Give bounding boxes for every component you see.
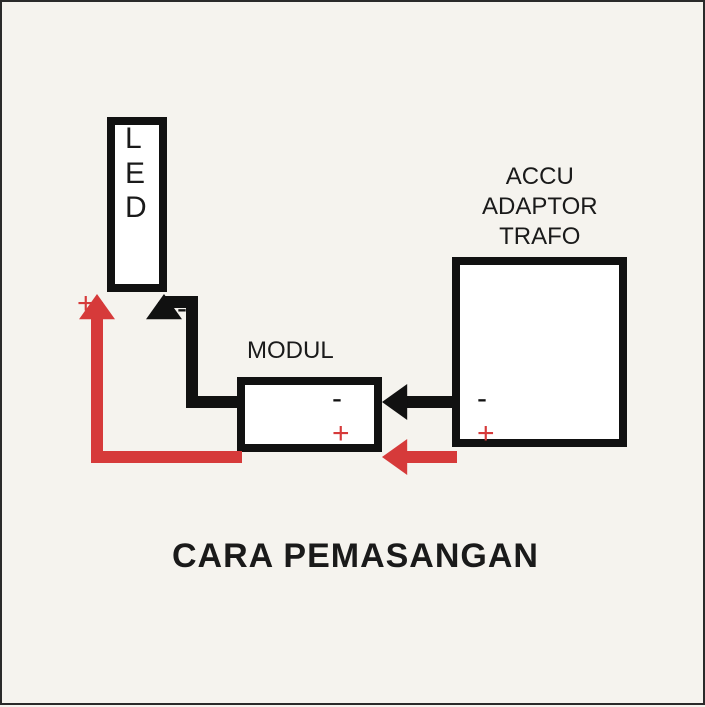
led-label: L E D xyxy=(125,122,147,226)
led-plus-label: + xyxy=(77,287,95,321)
power-source-label: ACCU ADAPTOR TRAFO xyxy=(482,162,598,252)
power-plus-label: + xyxy=(477,417,495,451)
modul-plus-label: + xyxy=(332,417,350,451)
modul-box xyxy=(237,377,382,452)
modul-label: MODUL xyxy=(247,337,334,365)
diagram-title: CARA PEMASANGAN xyxy=(172,537,539,576)
led-minus-label: - xyxy=(177,292,187,326)
modul-minus-label: - xyxy=(332,382,342,416)
diagram-canvas: L E D MODUL ACCU ADAPTOR TRAFO + - - + -… xyxy=(0,0,705,705)
power-minus-label: - xyxy=(477,382,487,416)
